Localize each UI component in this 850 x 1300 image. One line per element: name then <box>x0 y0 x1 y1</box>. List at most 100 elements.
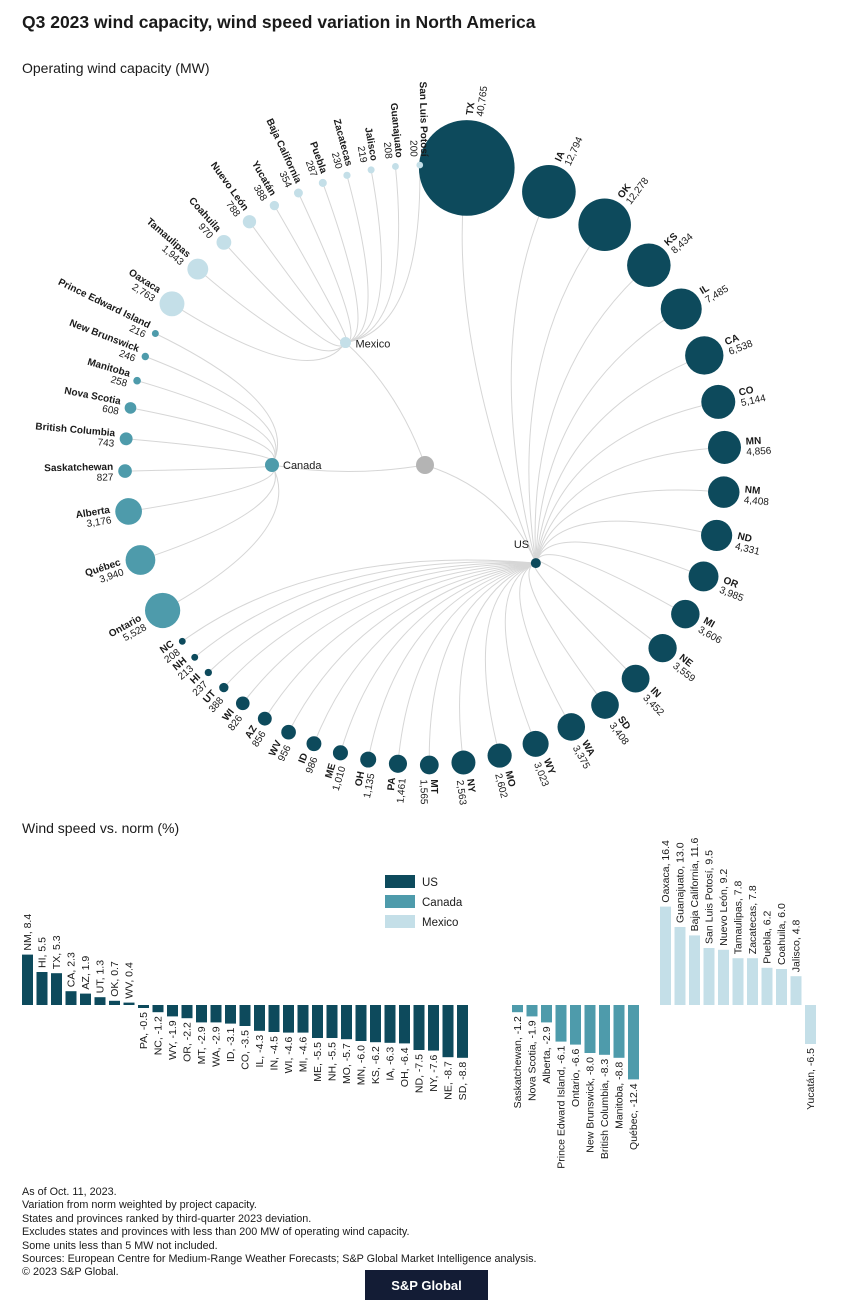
bar-Prince Edward Island <box>555 1005 567 1042</box>
bar-WV <box>123 1002 135 1005</box>
bar-NM <box>22 954 33 1005</box>
bar-Manitoba <box>613 1005 625 1058</box>
node-label: ME1,010 <box>321 762 349 792</box>
root-link <box>271 464 426 472</box>
node-label: NY2,563 <box>454 778 479 806</box>
node-label: KS8,434 <box>662 223 695 256</box>
node-label: Oaxaca2,763 <box>121 267 163 304</box>
bar-NY <box>428 1005 439 1051</box>
node-label: IA12,794 <box>553 131 585 168</box>
bar-Ontario <box>570 1005 581 1045</box>
bubble-CA <box>685 336 724 375</box>
node-label: NE3,559 <box>670 652 703 685</box>
bar-label: Baja California, 11.6 <box>689 838 701 931</box>
bar-label: Ontario, -6.6 <box>570 1048 582 1107</box>
bar-label: MI, -4.6 <box>298 1036 310 1072</box>
bar-Jalisco <box>790 976 802 1005</box>
node-label: WA3,375 <box>570 739 601 772</box>
bubble-Yucatán <box>269 200 280 211</box>
bar-British Columbia <box>599 1005 610 1055</box>
node-label: British Columbia743 <box>34 421 116 449</box>
bar-label: NY, -7.6 <box>428 1054 440 1091</box>
node-label: MI3,606 <box>696 615 729 646</box>
bar-Zacatecas <box>747 958 758 1005</box>
bar-label: Zacatecas, 7.8 <box>747 885 759 954</box>
bubble-Nova Scotia <box>124 402 137 414</box>
node-label: Puebla287 <box>297 140 329 179</box>
link <box>535 541 704 577</box>
legend-swatch-mexico <box>385 915 415 928</box>
bubble-Puebla <box>318 178 327 187</box>
bar-label: CA, 2.3 <box>66 952 78 987</box>
node-label: ID986 <box>294 751 320 775</box>
bubble-KS <box>627 243 671 288</box>
link <box>535 560 663 649</box>
bar-WA <box>210 1005 222 1023</box>
bar-label: IL, -4.3 <box>254 1035 266 1068</box>
node-label: MO2,602 <box>492 770 519 800</box>
node-label: IN3,452 <box>640 685 673 718</box>
link <box>339 562 536 753</box>
canada-hub-node <box>265 458 279 472</box>
link <box>535 554 686 615</box>
bar-label: New Brunswick, -8.0 <box>585 1057 597 1153</box>
bubble-WA <box>557 713 586 741</box>
bubble-ND <box>701 519 733 552</box>
hub-nodes: US Canada Mexico <box>265 337 541 569</box>
bar-label: Alberta, -2.9 <box>541 1026 553 1083</box>
bubble-Prince Edward Island <box>151 330 159 337</box>
deviation-chart-title: Wind speed vs. norm (%) <box>22 820 180 836</box>
link <box>313 562 536 744</box>
node-label: WV956 <box>267 738 294 763</box>
bubble-CO <box>701 384 736 419</box>
bubble-WY <box>522 730 549 757</box>
bubble-IN <box>621 664 650 693</box>
bubble-AZ <box>257 711 272 726</box>
bar-Coahuila <box>776 969 787 1005</box>
node-label: ND4,331 <box>734 531 764 558</box>
link <box>140 464 276 561</box>
bubble-British Columbia <box>119 432 133 446</box>
bar-label: San Luis Potosí, 9.5 <box>704 850 716 944</box>
root-link <box>424 464 537 564</box>
bar-label: Yucatán, -6.5 <box>805 1048 817 1110</box>
bar-label: PA, -0.5 <box>138 1012 150 1049</box>
bar-label: British Columbia, -8.3 <box>599 1059 611 1160</box>
bar-label: NH, -5.5 <box>327 1042 339 1081</box>
mexico-hub-node <box>339 337 351 349</box>
bubble-UT <box>219 682 229 693</box>
bar-PA <box>138 1005 149 1008</box>
bar-CA <box>65 991 77 1005</box>
bar-HI <box>36 972 48 1005</box>
canada-hub-label: Canada <box>283 460 322 472</box>
bar-WI <box>283 1005 294 1033</box>
bubble-Guanajuato <box>392 163 399 170</box>
bar-label: UT, 1.3 <box>95 960 107 993</box>
bubble-New Brunswick <box>141 352 150 361</box>
footnote-line: Excludes states and provinces with less … <box>22 1226 410 1239</box>
node-label: Québec3,940 <box>84 557 126 589</box>
bubble-SD <box>591 691 619 719</box>
bar-label: Québec, -12.4 <box>628 1083 640 1150</box>
bubble-WV <box>281 724 296 740</box>
bar-label: WI, -4.6 <box>283 1036 295 1073</box>
link <box>207 562 536 673</box>
bar-ME <box>312 1005 323 1038</box>
bubble-ME <box>332 745 348 761</box>
node-label: OR3,985 <box>718 575 750 604</box>
node-label: Nova Scotia608 <box>61 386 122 418</box>
link <box>535 446 725 564</box>
link <box>461 167 537 564</box>
node-label: Alberta3,176 <box>75 505 113 532</box>
node-label: NM4,408 <box>743 485 770 509</box>
node-label: CO5,144 <box>738 383 767 409</box>
legend-swatch-canada <box>385 895 415 908</box>
footnote-line: Sources: European Centre for Medium-Rang… <box>22 1253 537 1266</box>
mexico-hub-label: Mexico <box>355 339 390 351</box>
link <box>504 562 537 745</box>
link <box>528 562 606 706</box>
bubble-NM <box>708 476 740 508</box>
link <box>535 489 724 564</box>
bar-Guanajuato <box>674 927 686 1005</box>
